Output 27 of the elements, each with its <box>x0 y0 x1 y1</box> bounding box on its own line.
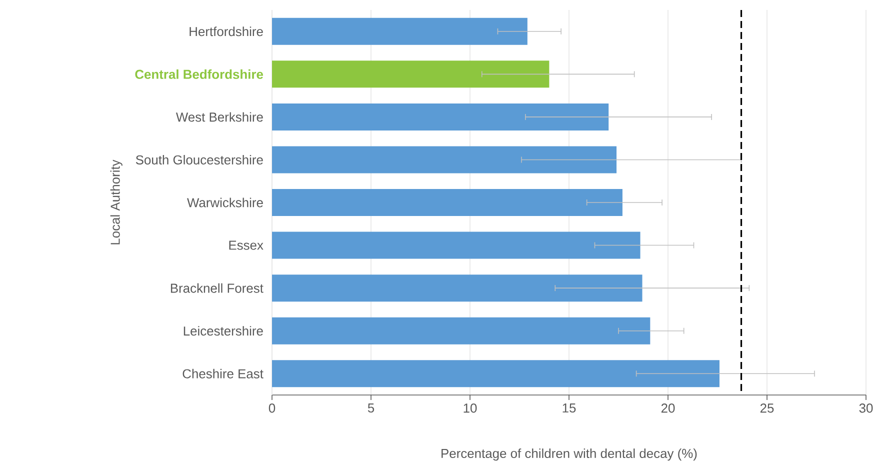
y-tick-label: Essex <box>229 240 264 250</box>
bar <box>272 274 642 302</box>
y-tick-label: Central Bedfordshire <box>135 69 264 79</box>
y-tick-label: Warwickshire <box>187 198 263 208</box>
bar <box>272 232 640 259</box>
y-tick-label: Cheshire East <box>182 368 264 378</box>
y-tick-label: Hertfordshire <box>190 26 263 36</box>
x-tick-label: 0 <box>268 404 276 413</box>
bar <box>272 146 617 174</box>
bar <box>272 60 550 88</box>
x-tick-label: 10 <box>464 404 477 413</box>
x-tick-label: 25 <box>760 404 774 413</box>
x-tick-label: 30 <box>859 404 873 413</box>
bar <box>272 360 720 388</box>
x-tick-label: 5 <box>368 404 374 413</box>
x-tick-label: 20 <box>661 404 675 413</box>
y-tick-label: Bracknell Forest <box>170 283 264 293</box>
x-axis-title: Percentage of children with dental decay (%) <box>442 448 697 461</box>
y-axis-title: Local Authority <box>110 160 122 244</box>
y-tick-label: South Gloucestershire <box>136 154 263 164</box>
bar <box>272 18 528 45</box>
x-tick-label: 15 <box>562 404 576 413</box>
bar <box>272 189 622 216</box>
bar <box>272 317 650 344</box>
y-tick-label: West Berkshire <box>176 112 263 122</box>
y-tick-label: Leicestershire <box>184 326 263 336</box>
bar <box>272 103 609 130</box>
